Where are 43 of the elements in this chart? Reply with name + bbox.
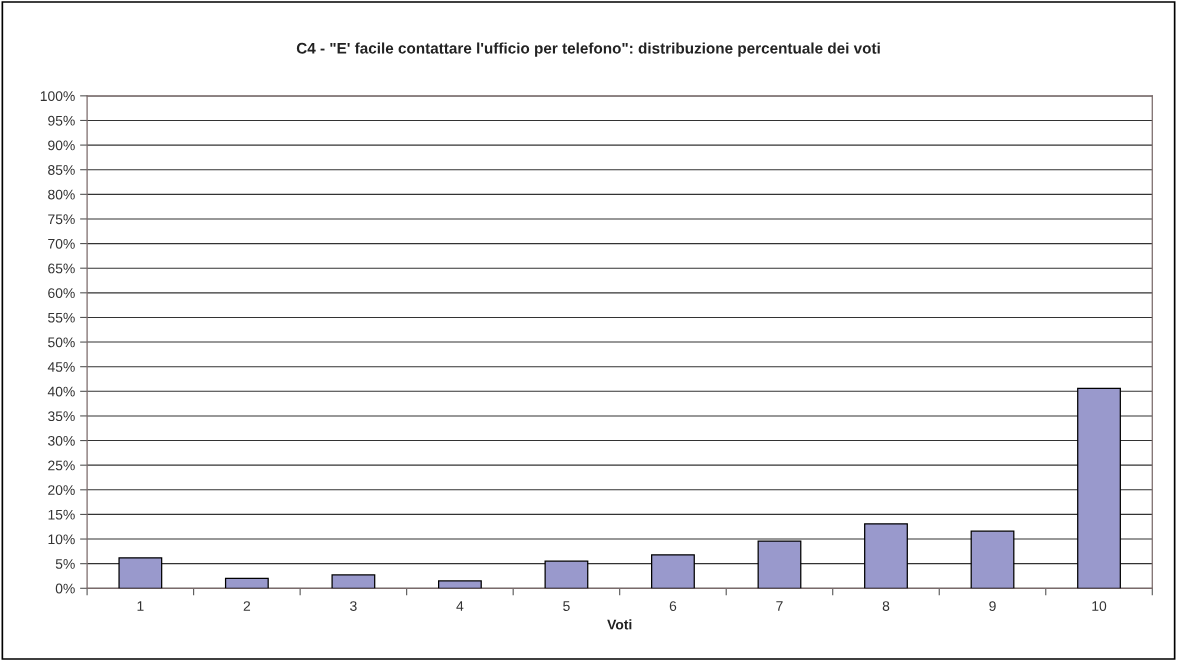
x-tick-label: 10 bbox=[1092, 601, 1107, 611]
x-tick-label: 3 bbox=[350, 601, 357, 611]
y-tick-label: 60% bbox=[48, 288, 75, 298]
y-tick-label: 75% bbox=[48, 214, 75, 225]
bar bbox=[544, 560, 589, 589]
y-tick-label: 95% bbox=[48, 115, 75, 126]
chart-title: C4 - "E' facile contattare l'ufficio per telefono": distribuzione percentuale dei voti bbox=[296, 42, 880, 57]
x-tick-label: 4 bbox=[456, 601, 464, 611]
bar bbox=[118, 557, 163, 589]
bar bbox=[864, 523, 908, 589]
x-tick-label: 5 bbox=[563, 601, 570, 611]
x-tick-label: 6 bbox=[669, 601, 677, 611]
y-tick-label: 55% bbox=[48, 312, 75, 323]
y-tick-label: 30% bbox=[48, 435, 75, 446]
x-tick-label: 2 bbox=[243, 601, 251, 611]
y-tick-label: 35% bbox=[48, 411, 75, 422]
bar bbox=[970, 530, 1015, 589]
bar bbox=[1077, 387, 1121, 589]
x-tick-label: 7 bbox=[776, 601, 783, 611]
y-tick-label: 10% bbox=[48, 534, 75, 545]
bar bbox=[437, 580, 482, 589]
y-tick-label: 65% bbox=[48, 263, 75, 274]
y-tick-label: 100% bbox=[40, 91, 75, 102]
bar bbox=[224, 577, 269, 589]
y-tick-label: 20% bbox=[48, 485, 75, 495]
bar bbox=[331, 574, 376, 589]
y-tick-label: 25% bbox=[48, 460, 75, 471]
y-tick-label: 80% bbox=[48, 189, 75, 200]
x-tick-label: 9 bbox=[989, 601, 996, 611]
y-tick-label: 50% bbox=[48, 337, 75, 348]
x-tick-label: 8 bbox=[882, 601, 890, 611]
y-tick-label: 40% bbox=[47, 386, 75, 397]
y-tick-label: 70% bbox=[48, 238, 75, 249]
y-tick-label: 5% bbox=[55, 559, 75, 569]
x-tick-label: 1 bbox=[137, 601, 144, 611]
y-tick-label: 45% bbox=[47, 362, 75, 372]
y-tick-label: 90% bbox=[48, 140, 75, 151]
y-tick-label: 85% bbox=[48, 165, 75, 175]
bar bbox=[757, 540, 802, 589]
bar bbox=[651, 554, 695, 589]
x-axis-title: Voti bbox=[607, 619, 632, 630]
y-tick-label: 15% bbox=[48, 509, 75, 520]
y-tick-label: 0% bbox=[55, 583, 75, 594]
